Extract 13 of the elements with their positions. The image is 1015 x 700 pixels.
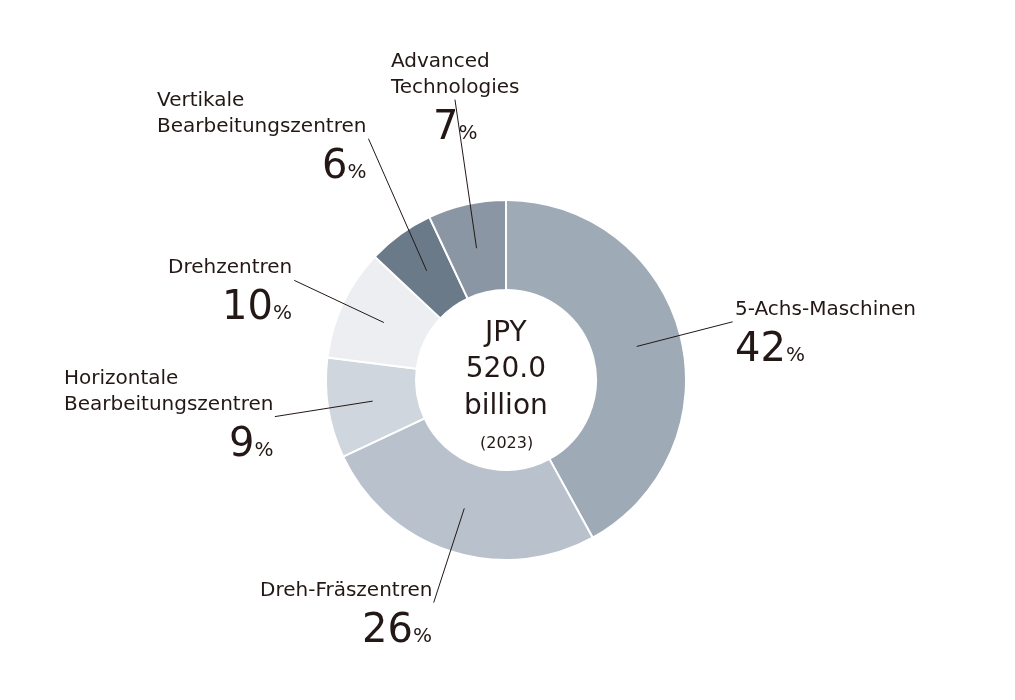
- data-label: 9%: [229, 419, 274, 465]
- data-label: 10%: [222, 282, 292, 328]
- slice-label: 5-Achs-Maschinen: [735, 296, 916, 320]
- text: (2023): [480, 433, 534, 452]
- slice-label: Advanced Technologies: [390, 48, 520, 98]
- data-label: 26%: [362, 605, 432, 651]
- slice-label: Dreh-Fräszentren: [260, 577, 433, 601]
- text: JPY 520.0 billion: [464, 315, 548, 421]
- slice-label: Drehzentren: [168, 254, 293, 278]
- data-label: 6%: [322, 141, 367, 187]
- data-label: 42%: [735, 324, 805, 370]
- slice-label: Horizontale Bearbeitungszentren: [64, 365, 274, 415]
- slice-label: Vertikale Bearbeitungszentren: [157, 87, 367, 137]
